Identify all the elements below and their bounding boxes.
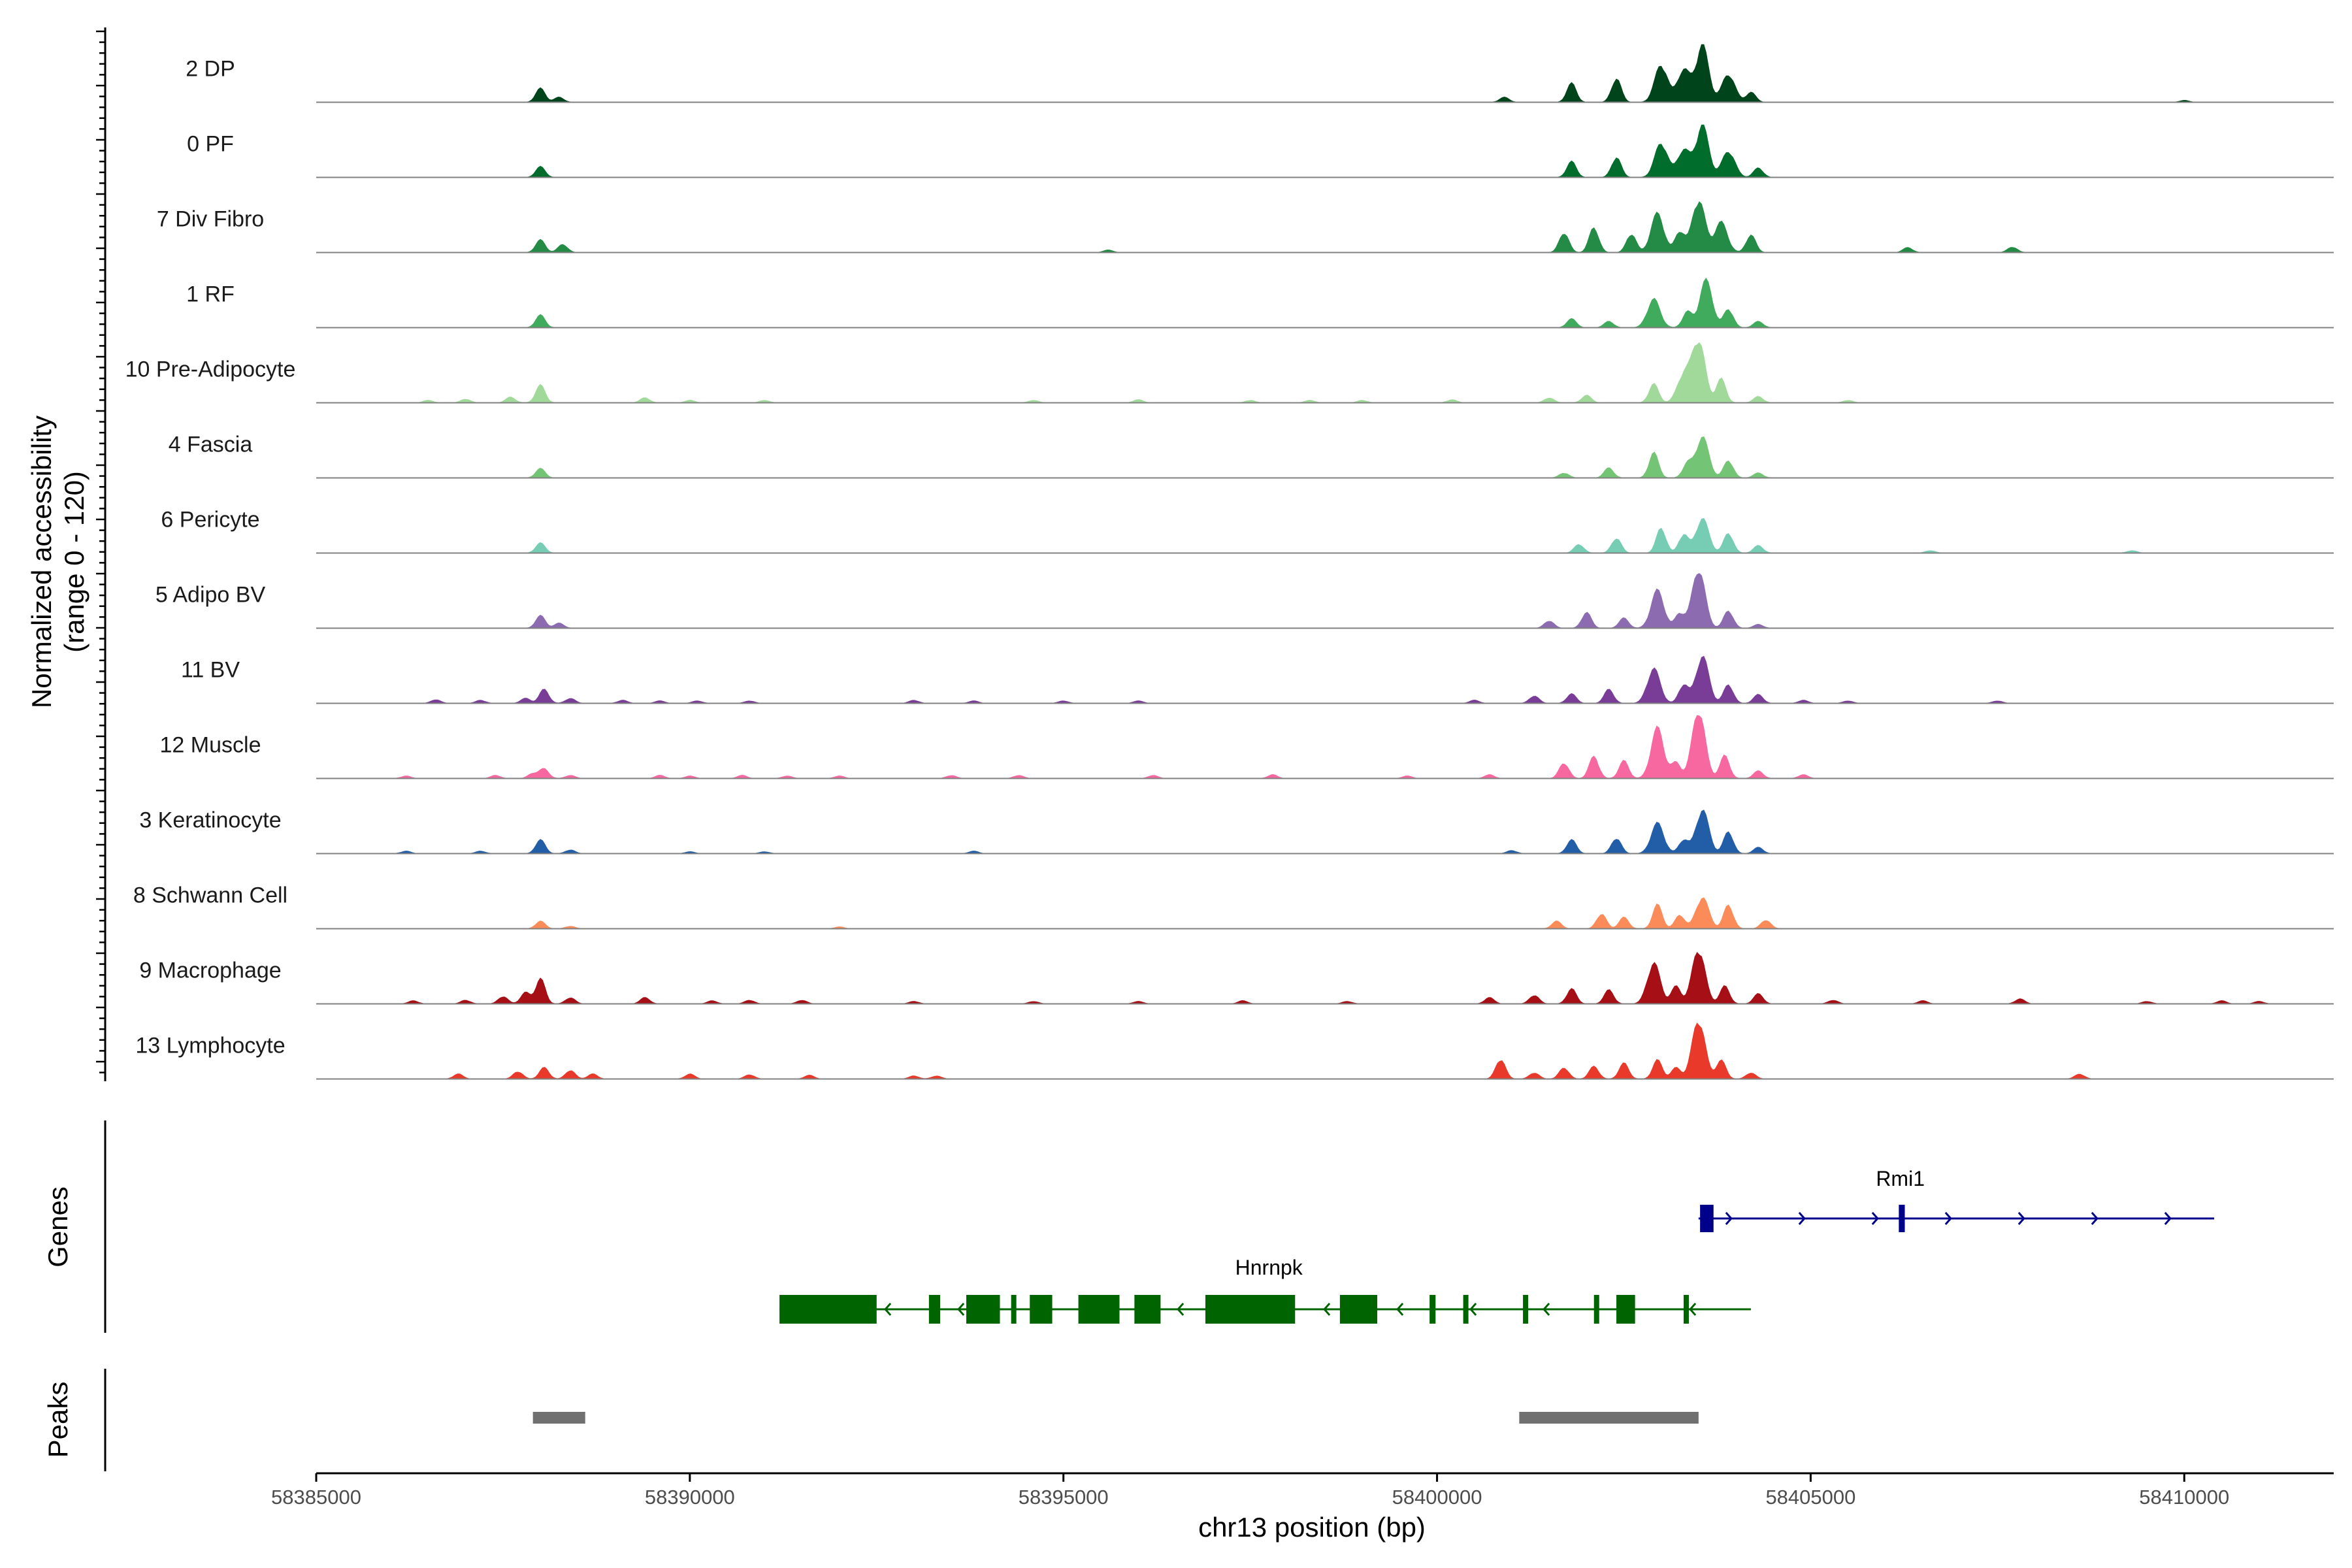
peak-region [1519,1412,1699,1424]
track-signal [316,1022,2334,1079]
peak-region [532,1412,585,1424]
x-tick-label: 58385000 [271,1486,361,1509]
coverage-y-ticks [96,30,105,1073]
coverage-tracks: 2 DP 0 PF 7 Div Fibro 1 RF 10 Pre-Adipocyte 4… [125,44,2334,1080]
track-0-pf: 0 PF [187,124,2334,178]
strand-arrow [1177,1303,1184,1316]
track-label: 10 Pre-Adipocyte [125,357,296,382]
exon [1011,1295,1017,1324]
strand-arrow [1396,1303,1404,1316]
exon [1339,1295,1378,1324]
exon [1429,1295,1436,1324]
track-label: 13 Lymphocyte [135,1034,285,1058]
track-signal [316,897,2334,929]
genes-panel-label: Genes [42,1186,73,1267]
track-label: 4 Fascia [169,433,253,457]
exon [1700,1205,1714,1232]
peaks-panel-label: Peaks [42,1382,73,1458]
exon [966,1295,1000,1324]
strand-arrow [1689,1303,1697,1316]
track-11-bv: 11 BV [181,655,2334,704]
track-label: 5 Adipo BV [155,583,266,608]
strand-arrow [2164,1212,2172,1225]
track-label: 11 BV [181,658,240,683]
exon [1030,1295,1053,1324]
track-signal [316,201,2334,253]
track-signal [316,573,2334,629]
track-signal [316,342,2334,403]
track-5-adipo-bv: 5 Adipo BV [155,573,2334,629]
track-3-keratinocyte: 3 Keratinocyte [139,808,2334,855]
strand-arrow [1944,1212,1952,1225]
track-label: 8 Schwann Cell [133,883,287,908]
exon [1899,1205,1905,1232]
track-signal [316,277,2334,328]
strand-arrow [1725,1212,1733,1225]
track-4-fascia: 4 Fascia [169,433,2334,479]
exon [1683,1295,1689,1324]
track-signal [316,44,2334,103]
track-signal [316,436,2334,478]
track-label: 0 PF [187,132,234,157]
exon [1593,1295,1599,1324]
track-label: 3 Keratinocyte [139,808,281,833]
track-1-rf: 1 RF [186,277,2334,329]
track-signal [316,124,2334,178]
x-tick-label: 58395000 [1019,1486,1109,1509]
track-8-schwann-cell: 8 Schwann Cell [133,883,2334,930]
y-axis-title-line2: (range 0 - 120) [59,471,90,653]
exon [1205,1295,1296,1324]
gene-label: Hnrnpk [1235,1256,1303,1279]
exon [1078,1295,1120,1324]
track-signal [316,715,2334,779]
track-signal [316,517,2334,553]
track-label: 1 RF [186,282,235,307]
x-axis-ticks: 58385000 58390000 58395000 58400000 58405000… [271,1473,2229,1509]
strand-arrow [1871,1212,1879,1225]
peaks-track [532,1412,1699,1424]
track-label: 12 Muscle [160,733,261,758]
strand-arrow [1543,1303,1550,1316]
x-tick-label: 58405000 [1765,1486,1855,1509]
track-6-pericyte: 6 Pericyte [161,508,2334,554]
track-7-div-fibro: 7 Div Fibro [157,201,2334,253]
track-label: 7 Div Fibro [157,207,264,232]
gene-label: Rmi1 [1876,1167,1925,1190]
track-2-dp: 2 DP [186,44,2334,103]
gene-hnrnpk: Hnrnpk [779,1256,1751,1324]
y-axis-title: Normalized accessibility (range 0 - 120) [26,416,90,708]
y-axis-title-line1: Normalized accessibility [26,416,57,708]
x-tick-label: 58400000 [1392,1486,1482,1509]
strand-arrow [2017,1212,2025,1225]
x-axis-title: chr13 position (bp) [1198,1512,1426,1543]
strand-arrow [957,1303,965,1316]
strand-arrow [1798,1212,1806,1225]
exon [1616,1295,1635,1324]
exon [928,1295,940,1324]
x-tick-label: 58390000 [645,1486,735,1509]
strand-arrow [884,1303,892,1316]
track-label: 2 DP [186,57,235,82]
track-signal [316,655,2334,704]
strand-arrow [2091,1212,2099,1225]
genes-track: Rmi1 Hnrnpk [779,1167,2215,1324]
track-signal [316,809,2334,854]
exon [1523,1295,1529,1324]
track-label: 6 Pericyte [161,508,259,532]
exon [1463,1295,1469,1324]
strand-arrow [1469,1303,1477,1316]
track-9-macrophage: 9 Macrophage [139,952,2334,1005]
exon [779,1295,877,1324]
track-label: 9 Macrophage [139,958,281,983]
track-signal [316,952,2334,1005]
x-tick-label: 58410000 [2139,1486,2229,1509]
gene-rmi1: Rmi1 [1698,1167,2215,1232]
track-10-pre-adipocyte: 10 Pre-Adipocyte [125,342,2334,404]
track-13-lymphocyte: 13 Lymphocyte [135,1022,2334,1080]
track-12-muscle: 12 Muscle [160,715,2334,779]
exon [1134,1295,1161,1324]
strand-arrow [1323,1303,1331,1316]
